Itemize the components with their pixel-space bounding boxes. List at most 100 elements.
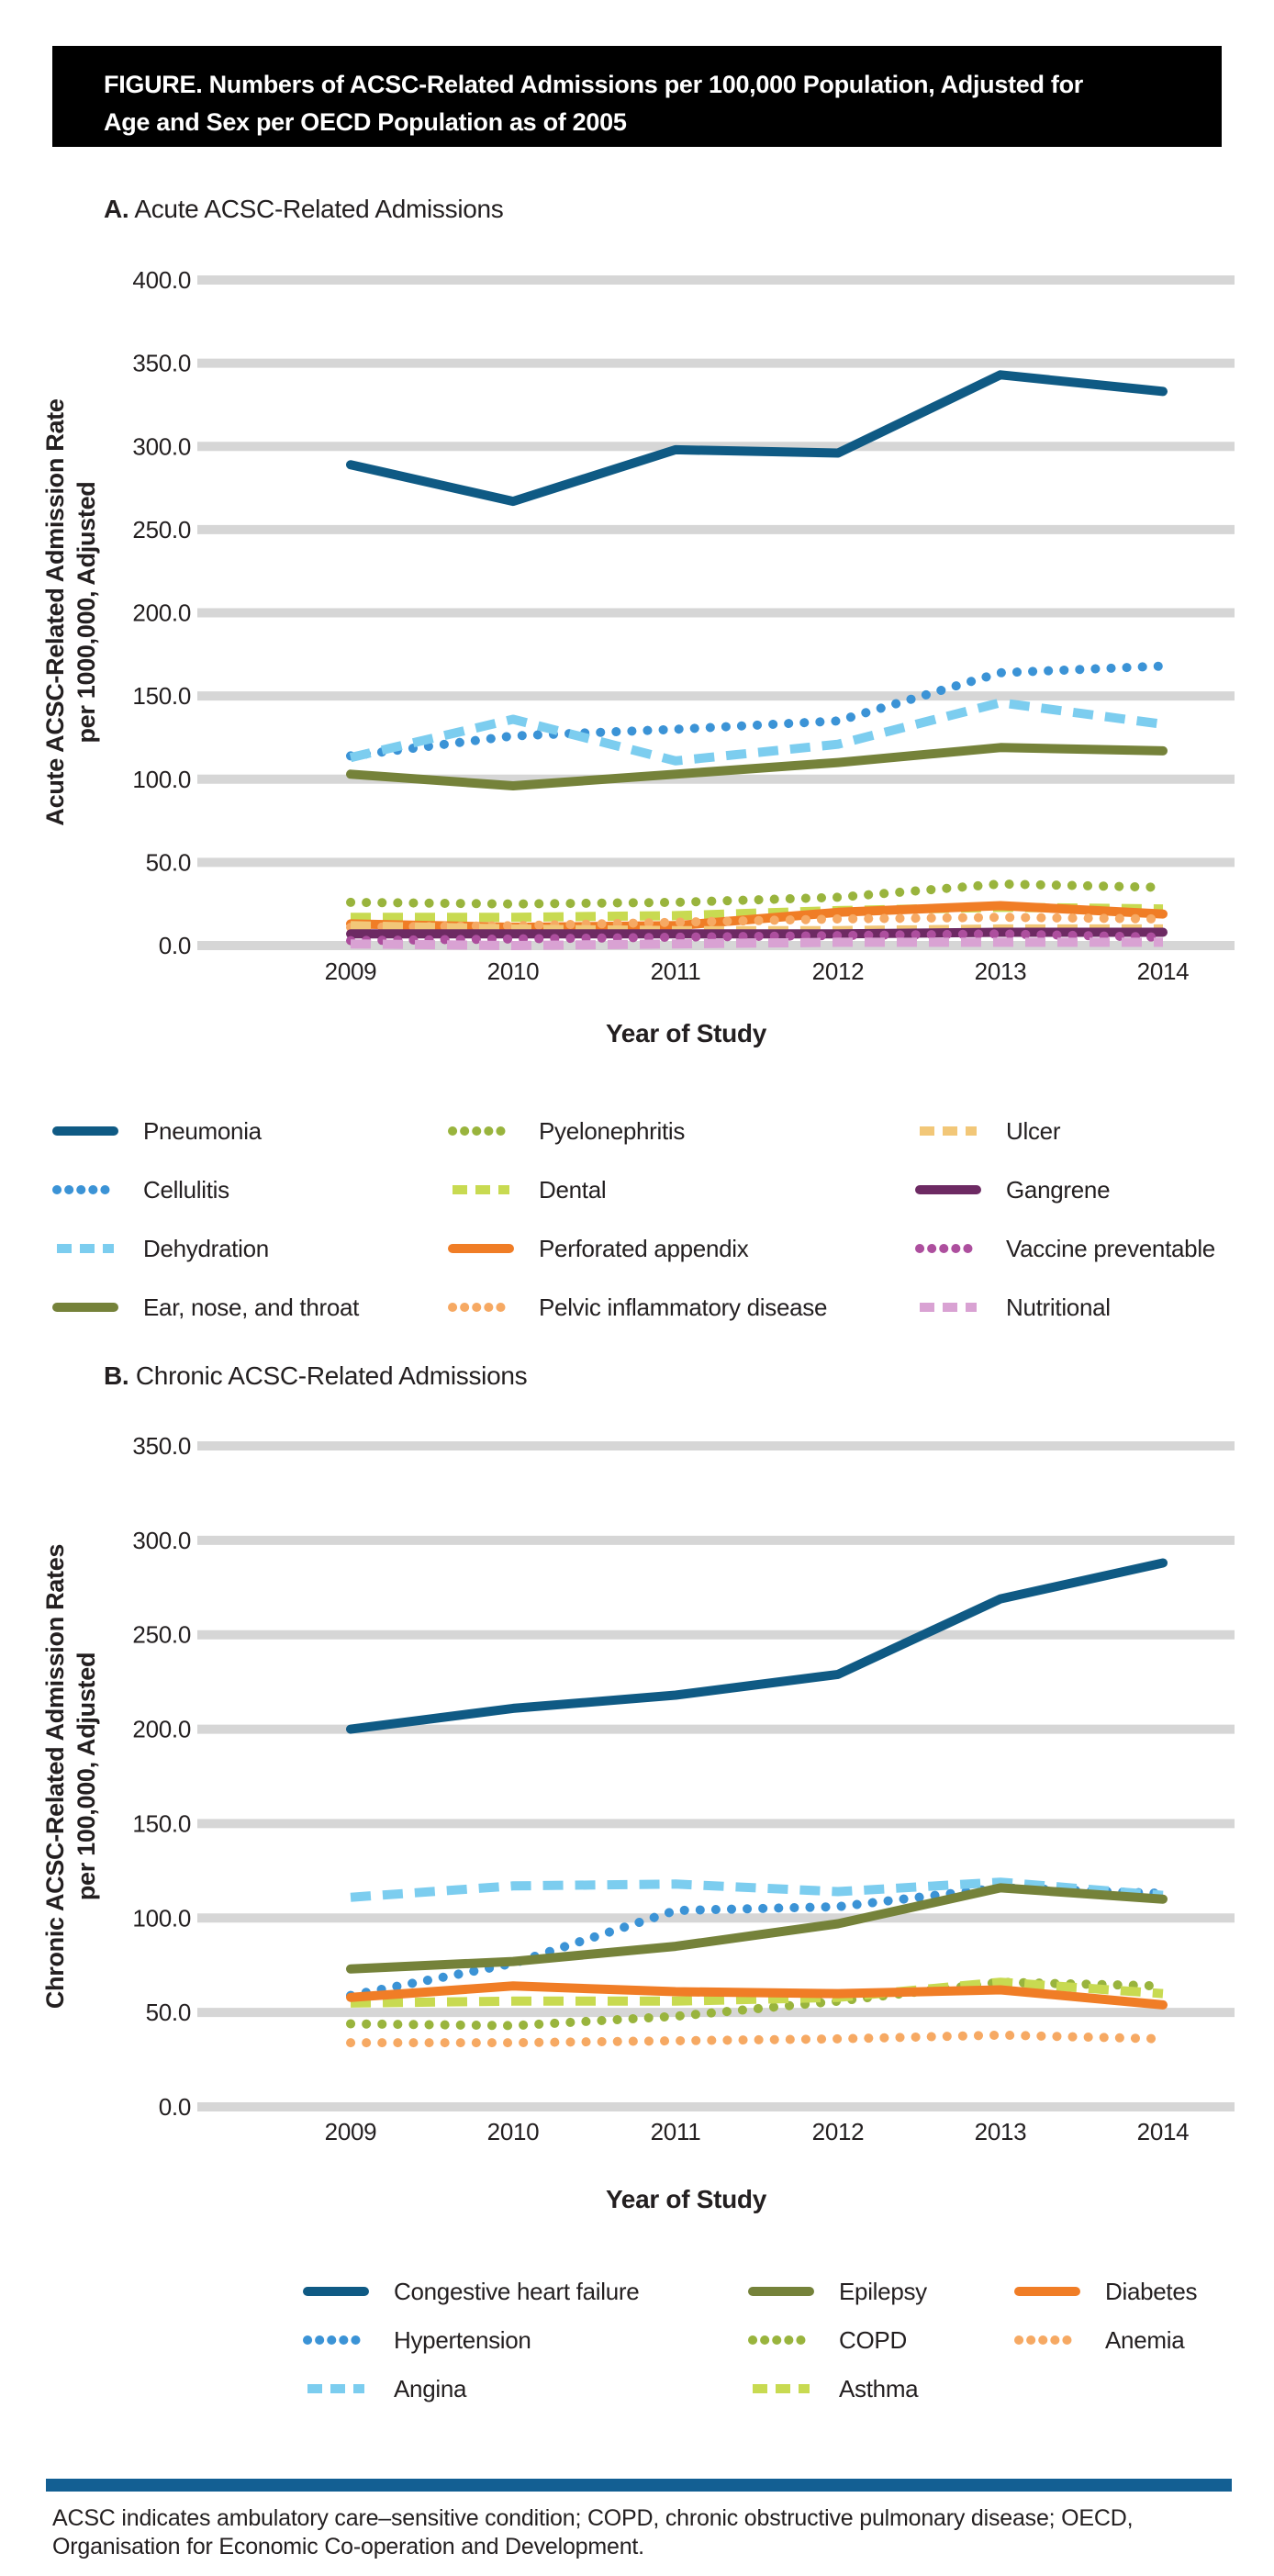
- y-tick-label: 150.0: [132, 682, 191, 710]
- legend-swatch-dashed-asthma: [753, 2384, 810, 2393]
- chart-b-x-axis-title: Year of Study: [605, 2185, 767, 2213]
- x-tick-label: 2010: [487, 958, 540, 985]
- legend-item-cellulitis: Cellulitis: [52, 1176, 229, 1204]
- legend-item-nutritional: Nutritional: [915, 1294, 1111, 1321]
- legend-label: Perforated appendix: [539, 1234, 749, 1262]
- x-tick-label: 2012: [812, 2118, 865, 2145]
- figure-title-prefix: FIGURE.: [104, 71, 203, 98]
- legend-label: Angina: [394, 2374, 467, 2402]
- legend-label: Congestive heart failure: [394, 2277, 640, 2305]
- legend-swatch-dotted-vaccine-preventable: [915, 1244, 981, 1253]
- legend-item-ulcer: Ulcer: [915, 1117, 1060, 1145]
- legend-item-congestive-heart-failure: Congestive heart failure: [303, 2277, 640, 2305]
- y-tick-label: 50.0: [146, 1999, 191, 2026]
- section-a-label: A.: [104, 195, 129, 223]
- series-line-pelvic-inflammatory-disease: [346, 913, 1168, 933]
- legend-swatch-dotted-anemia: [1014, 2335, 1080, 2345]
- y-tick-label: 250.0: [132, 516, 191, 543]
- legend-item-angina: Angina: [303, 2375, 466, 2402]
- chart-b-y-axis-title-line2: per 100,000, Adjusted: [73, 1652, 100, 1901]
- y-tick-label: 250.0: [132, 1621, 191, 1649]
- series-line-angina: [350, 1877, 1164, 1902]
- y-tick-label: 100.0: [132, 1904, 191, 1932]
- legend-swatch-dashed-nutritional: [920, 1303, 977, 1312]
- series-line-pyelonephritis: [346, 879, 1168, 909]
- y-tick-label: 300.0: [132, 432, 191, 460]
- legend-label: Anemia: [1105, 2325, 1185, 2354]
- series-line-pneumonia: [346, 370, 1168, 507]
- legend-label: Diabetes: [1105, 2277, 1198, 2305]
- legend-label: Epilepsy: [839, 2277, 927, 2305]
- legend-item-epilepsy: Epilepsy: [748, 2278, 927, 2305]
- section-b-heading: B. Chronic ACSC-Related Admissions: [104, 1361, 528, 1391]
- legend-item-pneumonia: Pneumonia: [52, 1117, 262, 1145]
- figure-title: FIGURE. Numbers of ACSC-Related Admissio…: [104, 66, 1118, 141]
- legend-item-vaccine-preventable: Vaccine preventable: [915, 1235, 1215, 1262]
- legend-swatch-dashed-dental: [453, 1185, 509, 1194]
- series-line-anemia: [346, 2030, 1168, 2048]
- legend-item-anemia: Anemia: [1014, 2325, 1185, 2354]
- legend-swatch-dotted-cellulitis: [52, 1185, 118, 1194]
- legend-item-ear-nose-and-throat: Ear, nose, and throat: [52, 1294, 359, 1321]
- x-tick-label: 2011: [651, 958, 701, 985]
- legend-item-pelvic-inflammatory-disease: Pelvic inflammatory disease: [448, 1294, 827, 1321]
- x-tick-label: 2009: [325, 958, 377, 985]
- y-tick-label: 0.0: [159, 2093, 191, 2121]
- chart-b-y-axis-title-line1: Chronic ACSC-Related Admission Rates: [41, 1543, 69, 2010]
- legend-item-dental: Dental: [448, 1176, 607, 1204]
- legend-label: Pyelonephritis: [539, 1116, 686, 1145]
- x-tick-label: 2014: [1137, 958, 1190, 985]
- legend-swatch-dotted-pyelonephritis: [448, 1126, 514, 1136]
- series-line-epilepsy: [346, 1883, 1168, 1974]
- series-line-dehydration: [349, 698, 1164, 766]
- legend-label: Cellulitis: [143, 1175, 229, 1204]
- legend-label: Pelvic inflammatory disease: [539, 1293, 828, 1321]
- x-tick-label: 2009: [325, 2118, 377, 2145]
- legend-label: Dehydration: [143, 1234, 269, 1262]
- legend-item-hypertension: Hypertension: [303, 2326, 531, 2354]
- legend-swatch-dotted-pelvic-inflammatory-disease: [448, 1303, 514, 1312]
- x-tick-label: 2014: [1137, 2118, 1190, 2145]
- chart-a-x-axis-title: Year of Study: [605, 1019, 767, 1047]
- footnote-text: ACSC indicates ambulatory care–sensitive…: [52, 2505, 1134, 2559]
- legend-label: Hypertension: [394, 2325, 531, 2354]
- legend-swatch-dashed-ulcer: [920, 1126, 977, 1136]
- y-tick-label: 100.0: [132, 766, 191, 793]
- legend-swatch-solid-diabetes: [1014, 2287, 1080, 2296]
- legend-swatch-dashed-dehydration: [57, 1244, 114, 1253]
- chart-a-y-axis-title-line2: per 1000,000, Adjusted: [73, 481, 100, 744]
- chart-b-plot: 350.0 300.0 250.0 200.0 150.0 100.0 50.0 0.0 200…: [132, 1432, 1235, 2145]
- series-line-vaccine-preventable: [346, 929, 1168, 946]
- legend-swatch-solid-congestive-heart-failure: [303, 2287, 369, 2296]
- chart-a-plot: 400.0 350.0 300.0 250.0 200.0 150.0 100.0 50.0 0…: [132, 266, 1235, 985]
- legend-label: Asthma: [839, 2374, 919, 2402]
- series-line-nutritional: [350, 937, 1163, 950]
- legend-label: Vaccine preventable: [1006, 1234, 1215, 1262]
- legend-item-gangrene: Gangrene: [915, 1175, 1111, 1204]
- y-tick-label: 150.0: [132, 1809, 191, 1837]
- legend-label: COPD: [839, 2325, 907, 2354]
- legend-item-perforated-appendix: Perforated appendix: [448, 1234, 749, 1262]
- legend-swatch-solid-gangrene: [915, 1185, 981, 1194]
- y-tick-label: 350.0: [132, 1432, 191, 1460]
- x-tick-label: 2010: [487, 2118, 540, 2145]
- series-line-congestive-heart-failure: [346, 1558, 1168, 1734]
- legend-swatch-solid-pneumonia: [52, 1126, 118, 1136]
- legend-label: Gangrene: [1006, 1175, 1111, 1204]
- legend-item-asthma: Asthma: [748, 2374, 919, 2402]
- legend-item-pyelonephritis: Pyelonephritis: [448, 1117, 685, 1145]
- legend-item-diabetes: Diabetes: [1014, 2277, 1198, 2305]
- section-b-label: B.: [104, 1361, 129, 1390]
- y-tick-label: 300.0: [132, 1527, 191, 1554]
- chart-a-y-axis-title-line1: Acute ACSC-Related Admission Rate: [41, 398, 69, 826]
- legend-label: Nutritional: [1006, 1293, 1111, 1321]
- x-tick-label: 2011: [651, 2118, 701, 2145]
- legend-item-dehydration: Dehydration: [52, 1235, 269, 1262]
- series-line-asthma: [350, 1977, 1164, 2008]
- legend-swatch-solid-perforated-appendix: [448, 1244, 514, 1253]
- legend-swatch-dotted-copd: [748, 2335, 814, 2345]
- chart-a-y-axis-title: Acute ACSC-Related Admission Rate per 10…: [25, 277, 117, 947]
- y-tick-label: 200.0: [132, 1716, 191, 1743]
- x-tick-label: 2013: [975, 2118, 1027, 2145]
